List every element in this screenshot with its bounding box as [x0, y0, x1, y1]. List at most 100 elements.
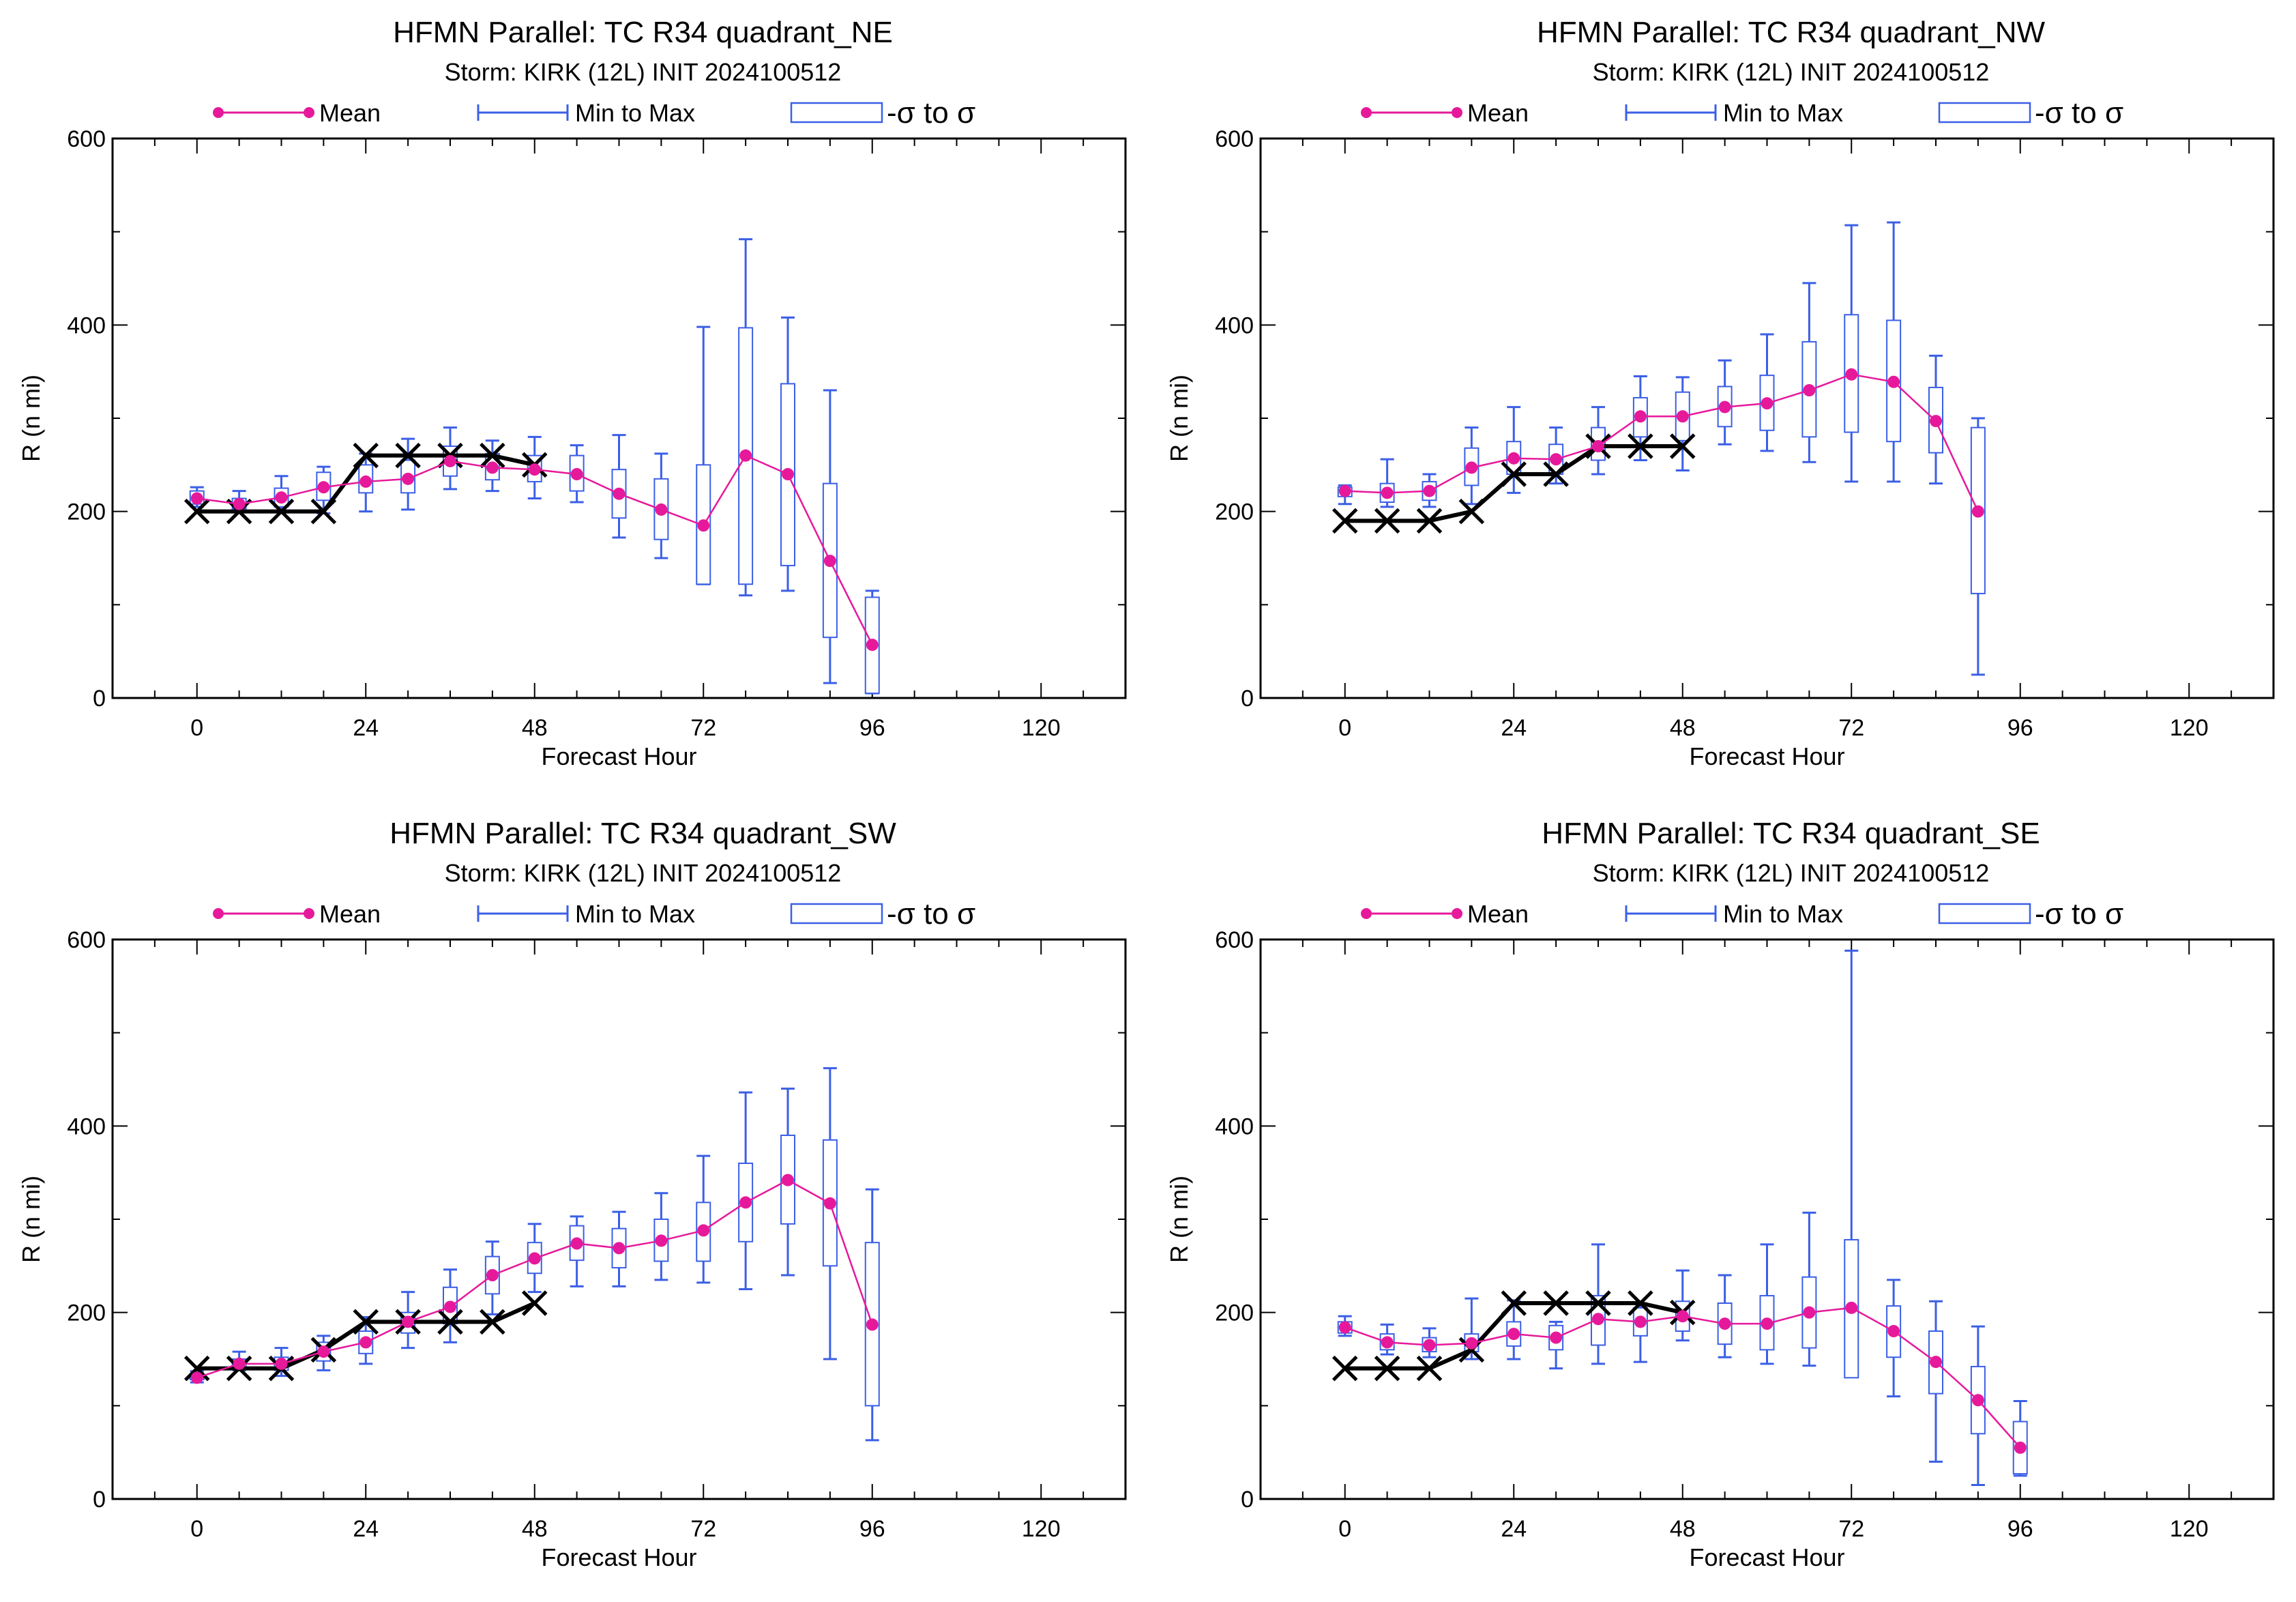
mean-point — [233, 497, 246, 510]
mean-point — [1550, 1331, 1563, 1344]
legend-minmax-label: Min to Max — [1723, 900, 1843, 928]
mean-point — [782, 468, 794, 480]
best-track-marker — [1501, 461, 1527, 487]
best-track-x-stroke — [1585, 1290, 1611, 1316]
best-track-x-stroke — [1416, 508, 1443, 534]
y-tick-label: 600 — [67, 126, 106, 152]
mean-point — [1718, 1317, 1731, 1330]
mean-point — [782, 1174, 794, 1186]
y-tick-label: 200 — [67, 499, 106, 525]
panel-r34-quadrant-sw: HFMN Parallel: TC R34 quadrant_SW Storm: … — [17, 817, 1127, 1571]
y-tick-label: 200 — [1215, 1300, 1254, 1326]
x-tick-label: 24 — [353, 1516, 379, 1542]
mean-point — [275, 1357, 288, 1370]
mean-point — [402, 472, 415, 485]
legend-sigma-label: -σ to σ — [887, 96, 975, 130]
x-tick-label: 0 — [1338, 715, 1351, 741]
chart-subtitle: Storm: KIRK (12L) INIT 2024100512 — [445, 859, 842, 887]
best-track-marker — [1628, 433, 1653, 459]
best-track-marker — [183, 498, 210, 525]
y-tick-label: 0 — [93, 686, 106, 712]
x-axis-label: Forecast Hour — [1689, 1543, 1844, 1571]
best-track-x-stroke — [1543, 1290, 1569, 1316]
chart-subtitle: Storm: KIRK (12L) INIT 2024100512 — [445, 58, 842, 86]
x-tick-label: 48 — [522, 715, 548, 741]
mean-point — [528, 1252, 541, 1265]
legend-mean-marker — [213, 908, 224, 919]
x-tick-label: 96 — [859, 1516, 885, 1542]
mean-point — [570, 468, 583, 480]
plot-frame — [111, 137, 1127, 699]
legend: Mean Min to Max -σ to σ — [213, 96, 975, 130]
mean-point — [486, 1269, 499, 1281]
y-tick-label: 0 — [1241, 686, 1254, 712]
best-track-marker — [1374, 508, 1400, 534]
legend-mean-marker — [304, 107, 314, 118]
mean-point — [1971, 1394, 1984, 1407]
legend-sigma-box — [1938, 102, 2031, 123]
legend-mean-label: Mean — [1467, 99, 1529, 127]
best-track-marker — [353, 442, 379, 469]
mean-point — [1930, 415, 1942, 428]
chart-title: HFMN Parallel: TC R34 quadrant_SE — [1542, 817, 2040, 850]
mean-line — [1344, 373, 1979, 512]
best-track-marker — [310, 498, 337, 525]
best-track-marker — [1331, 1355, 1358, 1382]
x-tick-label: 120 — [2170, 1516, 2209, 1542]
best-track-marker — [1416, 1355, 1443, 1382]
best-track-marker — [353, 1309, 379, 1335]
y-tick-label: 0 — [1241, 1487, 1254, 1513]
y-tick-label: 400 — [1215, 312, 1254, 338]
mean-point — [823, 555, 836, 568]
mean-point — [1676, 410, 1689, 423]
mean-point — [317, 1345, 330, 1358]
legend: Mean Min to Max -σ to σ — [1361, 897, 2123, 931]
x-tick-label: 120 — [1022, 1516, 1061, 1542]
legend: Mean Min to Max -σ to σ — [213, 897, 975, 931]
legend-minmax-label: Min to Max — [575, 99, 695, 127]
legend-mean-marker — [304, 908, 314, 919]
x-tick-label: 72 — [1838, 715, 1864, 741]
panel-r34-quadrant-se: HFMN Parallel: TC R34 quadrant_SE Storm: … — [1165, 817, 2275, 1571]
y-axis-label: R (n mi) — [17, 1176, 45, 1263]
best-track-x-stroke — [1501, 461, 1527, 487]
legend-mean-marker — [1361, 908, 1372, 919]
legend-mean-marker — [1452, 107, 1462, 118]
mean-point — [2014, 1441, 2027, 1454]
mean-point — [739, 1196, 752, 1209]
legend-mean-label: Mean — [319, 900, 381, 928]
mean-point — [1381, 486, 1394, 499]
panel-r34-quadrant-ne: HFMN Parallel: TC R34 quadrant_NE Storm: … — [17, 16, 1127, 770]
mean-point — [1718, 400, 1731, 413]
legend-sigma-box — [790, 903, 883, 924]
legend-mean-label: Mean — [1467, 900, 1529, 928]
legend-sigma-label: -σ to σ — [2035, 897, 2123, 931]
mean-point — [1803, 384, 1816, 396]
mean-point — [1761, 1317, 1773, 1330]
best-track-x-stroke — [395, 442, 421, 469]
x-tick-label: 72 — [690, 715, 716, 741]
best-track-marker — [183, 1355, 210, 1382]
x-tick-label: 24 — [1501, 715, 1527, 741]
mean-point — [866, 1318, 879, 1331]
best-track-x-stroke — [183, 498, 210, 525]
y-axis-label: R (n mi) — [1165, 375, 1193, 462]
x-axis-label: Forecast Hour — [541, 742, 696, 770]
mean-point — [486, 461, 499, 474]
x-tick-label: 120 — [1022, 715, 1061, 741]
mean-point — [655, 1234, 668, 1247]
best-track-x-stroke — [226, 498, 252, 525]
y-tick-label: 600 — [1215, 927, 1254, 953]
best-track-marker — [437, 1309, 463, 1335]
x-tick-label: 96 — [859, 715, 885, 741]
best-track-x-stroke — [1458, 498, 1485, 525]
mean-point — [1887, 1325, 1900, 1337]
mean-point — [359, 1336, 372, 1349]
y-tick-label: 400 — [1215, 1113, 1254, 1139]
legend-minmax-label: Min to Max — [575, 900, 695, 928]
mean-point — [1592, 1313, 1604, 1326]
legend-sigma-label: -σ to σ — [887, 897, 975, 931]
best-track-x-stroke — [480, 1309, 505, 1335]
panel-r34-quadrant-nw: HFMN Parallel: TC R34 quadrant_NW Storm: … — [1165, 16, 2275, 770]
